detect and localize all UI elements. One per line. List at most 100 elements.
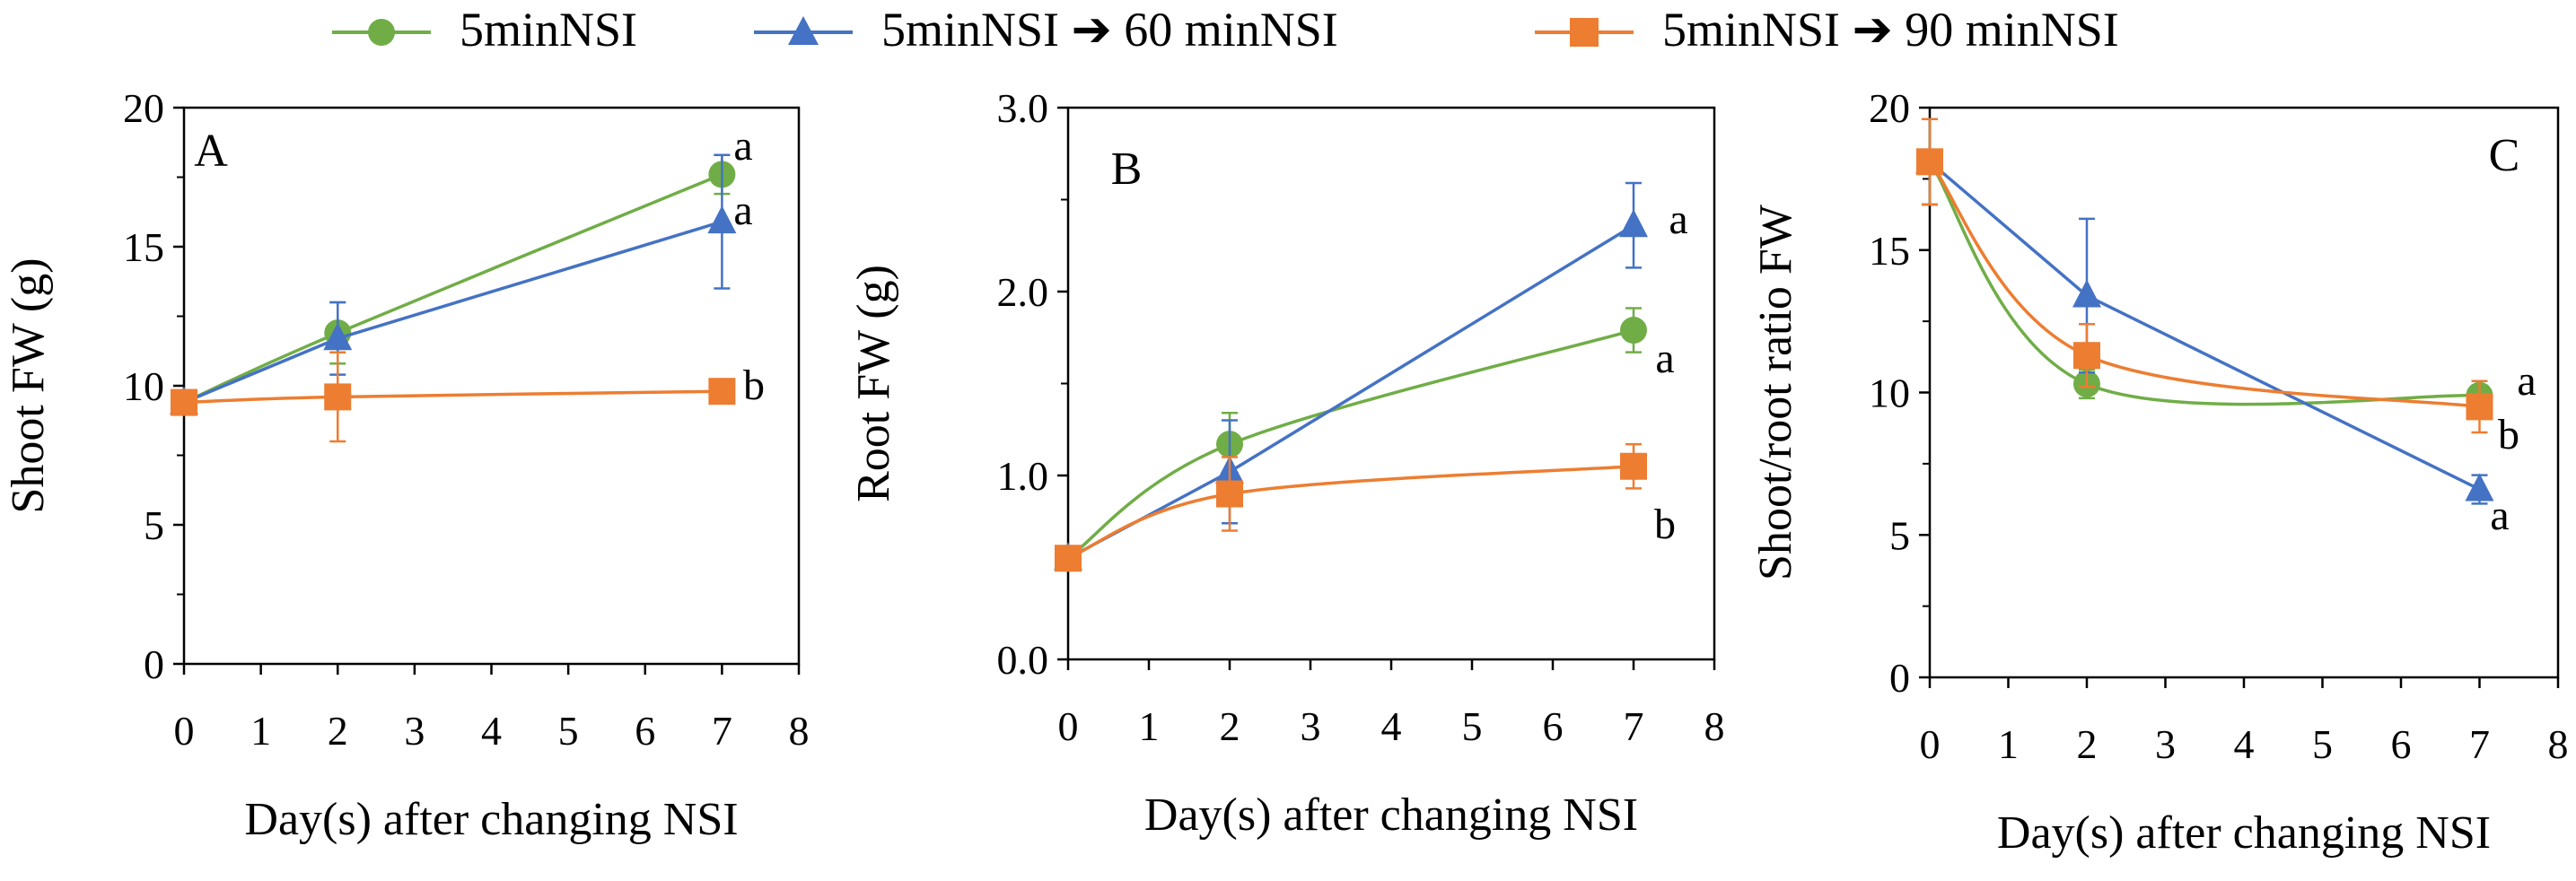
legend-label-5min: 5minNSI: [460, 3, 637, 57]
data-point: [1620, 452, 1647, 480]
series-line: [1928, 161, 2480, 406]
y-tick-label: 15: [123, 224, 164, 270]
x-tick-label: 7: [1624, 703, 1644, 749]
y-axis-label: Root FW (g): [848, 265, 899, 502]
significance-label: a: [1655, 335, 1674, 382]
x-axis-label: Day(s) after changing NSI: [244, 794, 738, 845]
x-tick-label: 3: [2155, 721, 2176, 767]
legend-marker-circle: [368, 19, 395, 46]
data-point: [707, 205, 737, 234]
data-point: [323, 322, 353, 351]
data-point: [2466, 393, 2493, 421]
x-tick-label: 0: [1058, 703, 1079, 749]
y-tick-label: 5: [1889, 512, 1910, 558]
series-3: a: [1916, 118, 2510, 539]
significance-label: a: [2517, 357, 2536, 405]
x-tick-label: 6: [1543, 703, 1564, 749]
significance-label: a: [2490, 492, 2509, 539]
y-tick-label: 3.0: [997, 85, 1049, 131]
significance-label: b: [1654, 501, 1676, 548]
series-line: [183, 172, 723, 405]
x-tick-label: 1: [1139, 703, 1160, 749]
series-line: [1928, 161, 2480, 409]
panel-label: A: [194, 126, 228, 177]
series-line: [1928, 160, 2481, 492]
data-point: [2072, 279, 2101, 308]
chart-panel-b: 0.0 1.0 2.0 3.0 0 1 2 3 4 5 6 7 8 Day(s) after changi…: [848, 85, 1725, 841]
plot-frame: [1928, 106, 2560, 679]
x-tick-label: 2: [328, 708, 348, 754]
y-tick-label: 0.0: [997, 637, 1049, 683]
x-tick-label: 8: [789, 708, 810, 754]
plot-frame: [1066, 106, 1716, 661]
y-tick-label: 0: [144, 641, 164, 687]
x-tick-label: 7: [712, 708, 732, 754]
y-tick-label: 2.0: [997, 269, 1049, 315]
y-tick-label: 20: [123, 85, 164, 131]
legend-item-5min: 5minNSI: [332, 3, 637, 57]
significance-label: a: [733, 122, 752, 170]
legend-marker-square: [1570, 18, 1599, 47]
data-point: [1055, 545, 1082, 572]
data-point: [708, 378, 736, 406]
panel-label: B: [1111, 144, 1143, 195]
data-point: [1216, 480, 1243, 508]
x-tick-label: 2: [2077, 721, 2098, 767]
series-line: [183, 389, 723, 405]
data-point: [1620, 317, 1647, 345]
significance-label: a: [733, 187, 752, 234]
significance-label: b: [2498, 411, 2519, 458]
data-point: [2073, 342, 2100, 370]
y-tick-label: 0: [1889, 655, 1910, 701]
data-point: [1619, 209, 1648, 238]
x-tick-label: 6: [2391, 721, 2412, 767]
y-tick-label: 1.0: [997, 453, 1049, 499]
chart-panel-a: 0 5 10 15 20 0 1 2 3 4 5 6 7 8 Day(s) after changing N…: [3, 85, 810, 845]
x-tick-label: 1: [250, 708, 271, 754]
x-tick-label: 1: [1998, 721, 2019, 767]
series-line: [1067, 465, 1634, 560]
x-tick-label: 3: [1301, 703, 1321, 749]
x-tick-label: 5: [558, 708, 579, 754]
data-point: [2465, 473, 2494, 502]
x-axis-label: Day(s) after changing NSI: [1144, 789, 1638, 841]
legend-label-60min: 5minNSI ➔ 60 minNSI: [881, 3, 1338, 57]
legend-item-90min: 5minNSI ➔ 90 minNSI: [1535, 3, 2119, 57]
legend-label-90min: 5minNSI ➔ 90 minNSI: [1662, 3, 2119, 57]
plot-frame: [182, 106, 801, 666]
x-tick-label: 3: [404, 708, 425, 754]
x-tick-label: 8: [1704, 703, 1725, 749]
y-tick-label: 5: [144, 502, 164, 548]
x-tick-label: 5: [1462, 703, 1483, 749]
series-2: a: [170, 153, 753, 414]
x-tick-label: 6: [635, 708, 655, 754]
series-line: [1067, 223, 1634, 560]
x-tick-label: 8: [2548, 721, 2569, 767]
x-tick-label: 4: [2234, 721, 2255, 767]
chart-panel-c: 0 5 10 15 20 0 1 2 3 4 5 6 7 8 Day(s) after changing N…: [1750, 85, 2569, 859]
y-tick-label: 20: [1869, 85, 1910, 131]
x-tick-label: 2: [1220, 703, 1240, 749]
y-tick-label: 15: [1869, 228, 1910, 274]
x-tick-label: 7: [2469, 721, 2490, 767]
legend-item-60min: 5minNSI ➔ 60 minNSI: [754, 3, 1338, 57]
series-line: [1066, 328, 1634, 560]
data-point: [324, 383, 352, 411]
x-tick-label: 0: [174, 708, 195, 754]
series-3: b: [1055, 442, 1676, 572]
series-line: [183, 220, 723, 405]
x-tick-label: 4: [1381, 703, 1402, 749]
y-axis-label: Shoot FW (g): [3, 257, 54, 513]
y-tick-label: 10: [123, 363, 164, 409]
y-axis-label: Shoot/root ratio FW: [1750, 205, 1801, 580]
legend-marker-triangle: [788, 16, 819, 45]
significance-label: b: [743, 362, 765, 409]
x-tick-label: 5: [2312, 721, 2333, 767]
significance-label: a: [1669, 196, 1687, 243]
x-tick-label: 0: [1920, 721, 1941, 767]
data-point: [1916, 148, 1943, 176]
x-tick-label: 4: [481, 708, 502, 754]
series-3: b: [171, 351, 765, 443]
